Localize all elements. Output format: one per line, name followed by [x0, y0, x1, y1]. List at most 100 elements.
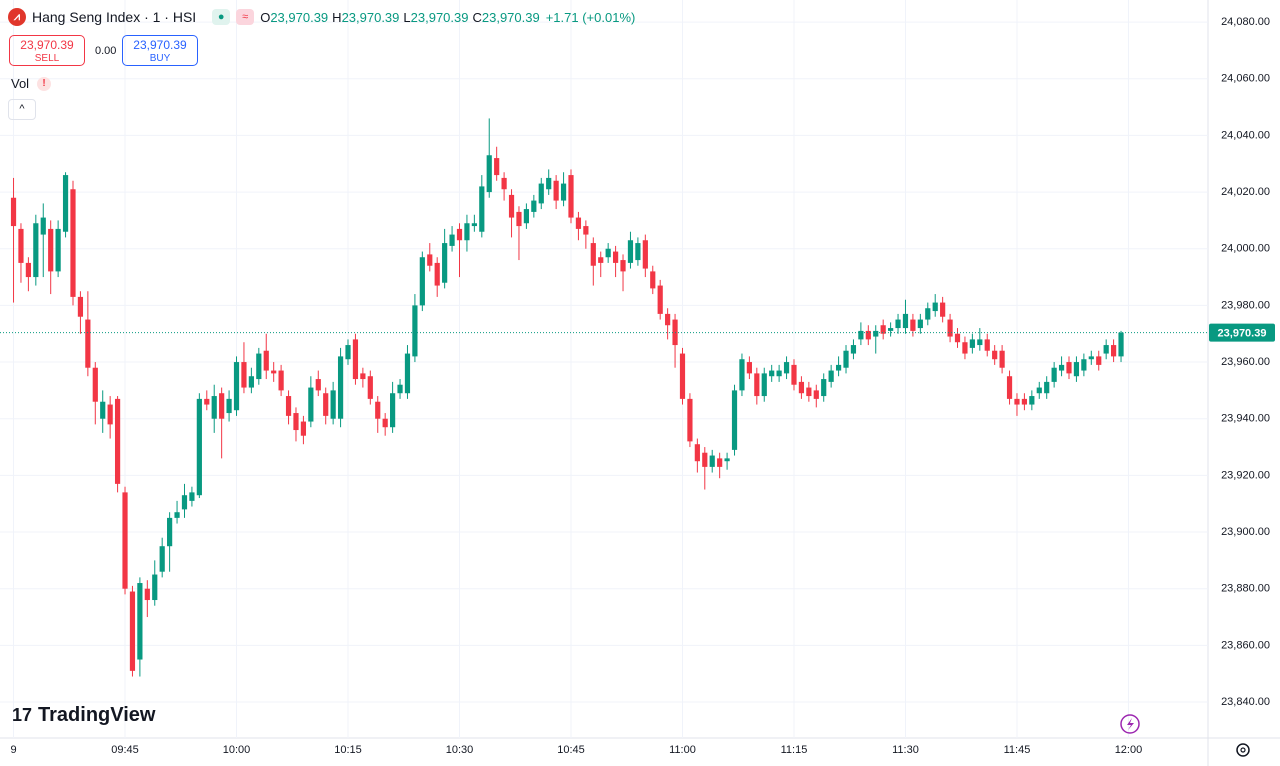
candle-body	[679, 353, 686, 399]
candle-body	[174, 512, 180, 518]
candle-body	[546, 177, 552, 190]
y-tick-label: 23,840.00	[1221, 696, 1270, 708]
candle-body	[873, 330, 879, 337]
ohlc-value: 23,970.39	[270, 9, 329, 25]
candle-body	[479, 186, 485, 232]
candle-body	[731, 390, 738, 450]
candle-body	[1014, 398, 1020, 405]
candle-body	[791, 364, 797, 385]
candle-body	[25, 262, 31, 278]
candle-body	[219, 393, 225, 419]
candle-body	[471, 223, 477, 227]
candle-body	[798, 381, 805, 394]
candle-body	[1111, 345, 1117, 357]
candle-body	[754, 373, 760, 397]
candle-body	[858, 330, 864, 340]
candle-body	[375, 401, 381, 419]
candle-body	[843, 350, 849, 368]
candle-body	[271, 370, 277, 374]
symbol-logo: ⩘	[8, 8, 26, 26]
volume-indicator[interactable]: Vol!	[11, 76, 52, 91]
candle-body	[18, 228, 24, 263]
candle-body	[538, 183, 544, 204]
ohlc-key: C	[472, 9, 482, 25]
candle-body	[159, 546, 165, 572]
candle-body	[33, 223, 39, 278]
ohlc-key: O	[260, 9, 271, 25]
candle-body	[880, 325, 886, 334]
candle-body	[850, 345, 857, 354]
candle-body	[449, 234, 455, 246]
candle-body	[1066, 362, 1072, 374]
candle-body	[62, 175, 69, 232]
candle-body	[85, 319, 91, 368]
candle-body	[501, 177, 507, 190]
y-tick-label: 23,920.00	[1221, 469, 1270, 481]
candle-body	[1021, 398, 1028, 405]
candle-body	[969, 339, 975, 348]
candle-body	[1051, 367, 1057, 382]
candle-body	[657, 285, 663, 314]
candle-body	[315, 379, 321, 391]
candle-body	[152, 574, 158, 601]
candle-body	[330, 390, 336, 419]
candle-body	[687, 398, 693, 442]
x-tick-label: 11:30	[892, 744, 919, 756]
candle-body	[821, 379, 827, 397]
x-tick-label: 11:45	[1004, 744, 1031, 756]
candle-body	[345, 345, 351, 360]
candle-body	[1103, 345, 1109, 354]
candle-body	[917, 319, 923, 329]
market-status[interactable]: ●	[212, 9, 231, 25]
brand-name: TradingView	[38, 704, 156, 726]
candle-body	[196, 398, 202, 496]
ohlc-key: L	[403, 9, 411, 25]
x-tick-label: 10:45	[557, 744, 585, 756]
candle-body	[702, 452, 708, 467]
candle-body	[627, 240, 634, 263]
candle-body	[114, 398, 121, 484]
candle-body	[204, 398, 210, 405]
candle-body	[129, 591, 136, 671]
candle-body	[665, 313, 671, 326]
candle-body	[925, 308, 931, 320]
candle-body	[865, 330, 871, 340]
x-tick-label: 11:15	[781, 744, 808, 756]
header: ⩘ Hang Seng Index · 1 · HSI ● ≈ O23,970.…	[8, 8, 635, 26]
candle-body	[575, 217, 582, 229]
candle-body	[233, 362, 240, 411]
candle-body	[746, 362, 752, 374]
y-tick-label: 24,020.00	[1221, 186, 1270, 198]
brand[interactable]: 17 TradingView	[12, 704, 155, 727]
chart-title[interactable]: Hang Seng Index · 1 · HSI	[32, 9, 197, 25]
candle-body	[367, 376, 373, 399]
change: +1.71 (+0.01%)	[545, 9, 636, 25]
buy-button[interactable]: 23,970.39 BUY	[122, 35, 198, 66]
collapse-button[interactable]: ^	[8, 99, 36, 120]
data-status[interactable]: ≈	[236, 9, 255, 25]
sell-button[interactable]: 23,970.39 SELL	[9, 35, 85, 66]
candle-body	[256, 353, 262, 380]
candle-body	[382, 418, 388, 428]
candle-body	[293, 413, 299, 431]
candle-body	[1081, 359, 1087, 371]
candle-body	[442, 243, 448, 283]
candle-body	[531, 200, 537, 212]
candle-body	[1073, 362, 1080, 377]
y-tick-label: 23,900.00	[1221, 526, 1270, 538]
candle-body	[189, 492, 195, 501]
candle-body	[300, 421, 307, 436]
candle-body	[181, 495, 188, 510]
warning-icon[interactable]: !	[37, 76, 52, 91]
candle-body	[553, 180, 559, 201]
candle-body	[888, 328, 894, 331]
ohlc-value: 23,970.39	[410, 9, 469, 25]
lightning-icon	[1120, 714, 1140, 734]
settings-icon	[1236, 743, 1250, 757]
candle-body	[263, 350, 269, 371]
candle-body	[248, 376, 254, 388]
candle-body	[1058, 364, 1065, 371]
candle-body	[10, 197, 17, 227]
candle-body	[806, 387, 812, 397]
